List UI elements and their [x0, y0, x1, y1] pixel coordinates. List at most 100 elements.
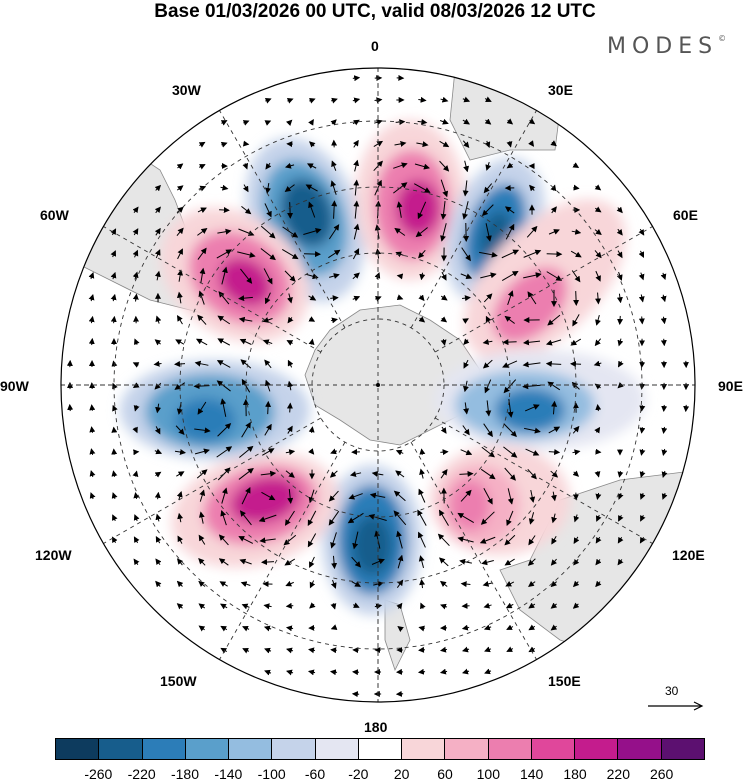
wind-vector	[462, 425, 470, 436]
wind-vector	[462, 380, 469, 393]
wind-vector	[329, 669, 338, 676]
wind-vector	[112, 514, 118, 522]
wind-vector	[177, 315, 183, 325]
wind-vector	[110, 293, 117, 302]
colorbar-swatch	[56, 739, 100, 759]
wind-vector	[522, 361, 541, 368]
wind-vector	[197, 207, 207, 213]
wind-vector	[618, 360, 624, 368]
wind-vector	[330, 97, 338, 104]
wind-vector	[132, 206, 139, 214]
wind-vector	[639, 492, 646, 500]
wind-vector	[331, 200, 338, 219]
wind-vector	[331, 555, 338, 570]
wind-vector	[638, 250, 645, 259]
wind-vector	[220, 509, 227, 526]
wind-vector	[528, 602, 536, 609]
wind-vector	[260, 225, 276, 239]
wind-vector	[594, 184, 602, 191]
wind-vector	[550, 140, 557, 147]
wind-vector	[570, 338, 582, 346]
wind-vector	[241, 421, 251, 438]
wind-vector	[438, 509, 449, 526]
wind-vector	[438, 557, 449, 567]
wind-vector	[285, 470, 295, 478]
wind-vector	[217, 228, 232, 235]
wind-vector	[176, 491, 183, 501]
wind-vector	[154, 471, 162, 478]
wind-vector	[638, 272, 645, 281]
wind-vector	[197, 314, 207, 325]
wind-vector	[199, 267, 206, 284]
wind-vector	[440, 179, 449, 198]
lon-label-60e: 60E	[673, 207, 698, 223]
wind-vector	[439, 646, 448, 653]
wind-vector	[485, 400, 492, 417]
wind-vector	[285, 449, 296, 456]
wind-vector	[352, 248, 360, 260]
wind-vector	[551, 513, 558, 524]
wind-vector	[258, 514, 277, 523]
wind-vector	[481, 446, 495, 458]
wind-vector	[528, 140, 535, 147]
wind-vector	[348, 493, 363, 500]
wind-vector	[241, 486, 251, 505]
wind-vector	[281, 248, 299, 260]
wind-vector	[176, 206, 184, 214]
wind-vector	[264, 120, 272, 126]
colorbar-tick-label: 20	[393, 766, 410, 782]
wind-vector	[89, 404, 96, 411]
wind-vector	[238, 536, 254, 544]
wind-vector	[309, 580, 316, 589]
wind-vector	[89, 492, 96, 500]
wind-vector	[242, 648, 250, 654]
wind-vector	[459, 470, 474, 477]
wind-vector	[242, 184, 249, 193]
wind-vector	[545, 339, 562, 346]
wind-vector	[154, 184, 162, 192]
wind-vector	[522, 339, 541, 346]
wind-vector	[461, 624, 470, 631]
wind-vector	[616, 206, 623, 214]
wind-vector	[394, 227, 406, 236]
wind-vector	[528, 580, 536, 587]
wind-vector	[132, 293, 139, 302]
lon-label-90w: 90W	[0, 378, 29, 394]
wind-vector	[550, 580, 558, 588]
wind-vector	[282, 226, 299, 238]
wind-vector	[617, 536, 624, 544]
wind-vector	[484, 96, 492, 102]
wind-vector	[328, 224, 340, 240]
wind-vector	[573, 514, 580, 523]
wind-vector	[220, 120, 228, 126]
graticule	[61, 68, 695, 702]
wind-vector	[504, 206, 515, 214]
wind-vector	[547, 314, 561, 326]
wind-vector	[176, 580, 184, 588]
wind-vector	[155, 513, 162, 522]
wind-vector	[220, 398, 227, 417]
wind-vector	[660, 272, 667, 281]
wind-vector	[176, 291, 183, 304]
wind-vector	[617, 492, 624, 500]
wind-vector	[198, 164, 206, 170]
wind-vector	[351, 556, 362, 568]
wind-vector	[439, 118, 449, 125]
wind-vector	[550, 470, 559, 478]
wind-vector	[287, 359, 294, 368]
wind-vector	[286, 647, 294, 654]
wind-vector	[661, 426, 668, 435]
wind-vector	[330, 532, 337, 549]
wind-vector	[221, 487, 228, 504]
wind-vector	[481, 204, 494, 217]
meridian-line	[219, 110, 346, 329]
wind-vector	[483, 488, 493, 505]
colorbar-swatch	[272, 739, 316, 759]
wind-vector	[198, 534, 206, 545]
wind-vector	[195, 338, 208, 346]
wind-vector	[329, 470, 338, 478]
wind-vector	[482, 580, 493, 587]
wind-vector	[546, 271, 563, 281]
wind-vector	[437, 533, 450, 547]
